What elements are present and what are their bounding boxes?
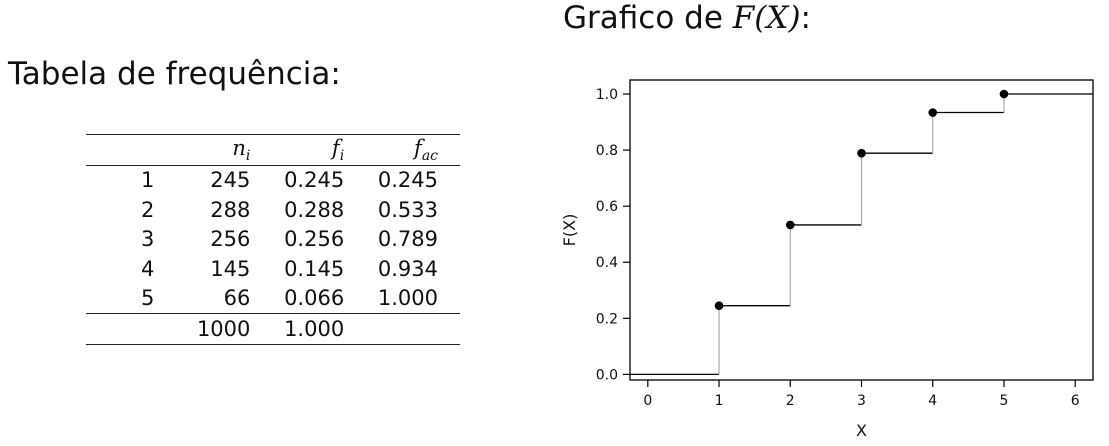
data-point: [928, 108, 938, 117]
cell-ni: 288: [210, 197, 251, 222]
cell-ni: 66: [223, 286, 251, 311]
x-axis-label: X: [856, 421, 867, 440]
row-label: 2: [141, 197, 155, 222]
y-tick-label: 0.0: [596, 367, 618, 383]
plot-frame: [629, 79, 1094, 381]
cell-fac: 0.789: [377, 227, 438, 252]
cell-ni: 145: [210, 256, 251, 281]
table-title: Tabela de frequência:: [8, 56, 341, 92]
y-tick-label: 0.8: [596, 143, 618, 159]
header-blank: [86, 135, 166, 166]
cell-fac: 0.533: [377, 197, 438, 222]
data-point: [785, 220, 795, 230]
cell-ni: 256: [210, 227, 251, 252]
data-point: [999, 89, 1009, 99]
table-row: 5 66 0.066 1.000: [86, 284, 460, 314]
x-tick-label: 4: [928, 393, 937, 409]
header-fi: fi: [250, 135, 344, 166]
cell-fi: 0.245: [284, 168, 345, 193]
cell-fi: 0.256: [284, 227, 345, 252]
header-fac-base: f: [414, 135, 422, 160]
chart-title-suffix: :: [800, 0, 811, 36]
header-fi-base: f: [331, 135, 340, 160]
cell-fi: 0.145: [284, 256, 345, 281]
x-tick-label: 6: [1071, 393, 1080, 409]
total-fi: 1.000: [284, 316, 345, 341]
frequency-table: ni fi fac 1 245 0.245 0.245 2 288 0.288 …: [86, 134, 460, 345]
table-row: 2 288 0.288 0.533: [86, 195, 460, 225]
header-ni: ni: [166, 135, 250, 166]
chart-title-formula: F(X): [732, 0, 801, 36]
y-tick-label: 1.0: [596, 87, 618, 103]
table-total-row: 1000 1.000: [86, 313, 460, 345]
total-fac: [344, 314, 460, 345]
x-tick-label: 2: [786, 393, 795, 409]
row-label: 5: [141, 286, 155, 311]
row-label: 1: [141, 168, 155, 193]
chart-title: Grafico de F(X):: [563, 0, 811, 36]
cell-fac: 0.245: [377, 168, 438, 193]
y-axis-label: F(X): [560, 214, 579, 247]
cell-fi: 0.066: [284, 286, 345, 311]
table-row: 4 145 0.145 0.934: [86, 254, 460, 284]
header-ni-sub: i: [245, 147, 251, 164]
y-tick-label: 0.6: [596, 199, 618, 215]
row-label: 4: [141, 256, 155, 281]
cell-fac: 0.934: [377, 256, 438, 281]
cdf-step-chart: 0 1 2 3 4 5 6 0.0 0.2 0.4 0.6 0.8 1.0 X F(X): [560, 79, 1094, 440]
x-tick-label: 1: [715, 393, 724, 409]
y-tick-label: 0.2: [596, 311, 618, 327]
x-tick-label: 3: [857, 393, 866, 409]
x-tick-label: 0: [643, 393, 652, 409]
chart-title-prefix: Grafico de: [563, 0, 733, 36]
header-fi-sub: i: [339, 147, 345, 164]
data-point: [857, 148, 866, 158]
x-tick-label: 5: [1000, 393, 1009, 409]
table-row: 3 256 0.256 0.789: [86, 225, 460, 255]
total-label: [86, 314, 166, 345]
header-fac: fac: [344, 135, 460, 166]
table-header-row: ni fi fac: [86, 134, 460, 166]
row-label: 3: [141, 227, 155, 252]
cell-ni: 245: [210, 168, 251, 193]
y-tick-label: 0.4: [596, 255, 618, 271]
header-fac-sub: ac: [421, 147, 438, 164]
data-point: [714, 301, 724, 311]
table-row: 1 245 0.245 0.245: [86, 165, 460, 195]
cell-fi: 0.288: [284, 197, 345, 222]
cell-fac: 1.000: [377, 286, 438, 311]
total-ni: 1000: [196, 316, 251, 341]
header-ni-base: n: [232, 135, 246, 160]
